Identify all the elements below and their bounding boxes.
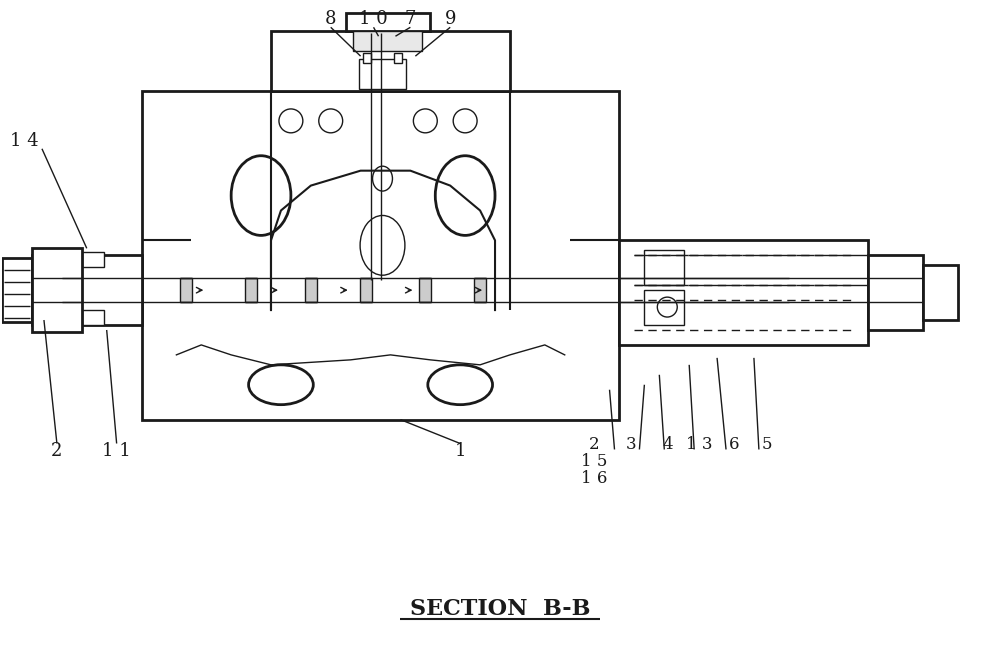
Text: 1 1: 1 1 bbox=[102, 443, 131, 460]
Bar bbox=[394, 53, 402, 63]
Text: 1 6: 1 6 bbox=[581, 470, 608, 487]
Bar bbox=[305, 278, 317, 302]
Text: 5: 5 bbox=[762, 436, 772, 453]
Bar bbox=[245, 278, 257, 302]
Bar bbox=[2, 280, 32, 320]
Polygon shape bbox=[32, 248, 82, 332]
Text: 9: 9 bbox=[444, 10, 456, 28]
Bar bbox=[353, 31, 422, 51]
Text: 1 0: 1 0 bbox=[359, 10, 388, 28]
Polygon shape bbox=[2, 258, 32, 322]
Bar bbox=[474, 278, 486, 302]
Text: SECTION  B-B: SECTION B-B bbox=[410, 598, 590, 620]
Polygon shape bbox=[32, 256, 142, 325]
Polygon shape bbox=[2, 275, 32, 305]
Text: 2: 2 bbox=[589, 436, 600, 453]
Polygon shape bbox=[271, 31, 510, 91]
Bar bbox=[419, 278, 431, 302]
Text: 1: 1 bbox=[454, 443, 466, 460]
Text: 1 3: 1 3 bbox=[686, 436, 712, 453]
Text: 3: 3 bbox=[626, 436, 637, 453]
Bar bbox=[346, 13, 430, 31]
Bar bbox=[359, 59, 406, 89]
Polygon shape bbox=[142, 91, 619, 420]
Bar bbox=[868, 256, 923, 330]
Bar bbox=[360, 278, 372, 302]
Text: 4: 4 bbox=[662, 436, 673, 453]
Text: 1 5: 1 5 bbox=[581, 453, 608, 470]
Text: 8: 8 bbox=[325, 10, 336, 28]
Bar bbox=[82, 310, 104, 325]
Bar bbox=[644, 290, 684, 325]
Polygon shape bbox=[619, 241, 868, 345]
Bar bbox=[644, 250, 684, 285]
Bar bbox=[82, 252, 104, 267]
Bar bbox=[180, 278, 192, 302]
Text: 1 4: 1 4 bbox=[10, 132, 38, 150]
Bar bbox=[363, 53, 371, 63]
Text: 6: 6 bbox=[729, 436, 739, 453]
Text: 7: 7 bbox=[405, 10, 416, 28]
Bar bbox=[923, 265, 958, 320]
Text: 2: 2 bbox=[51, 443, 63, 460]
